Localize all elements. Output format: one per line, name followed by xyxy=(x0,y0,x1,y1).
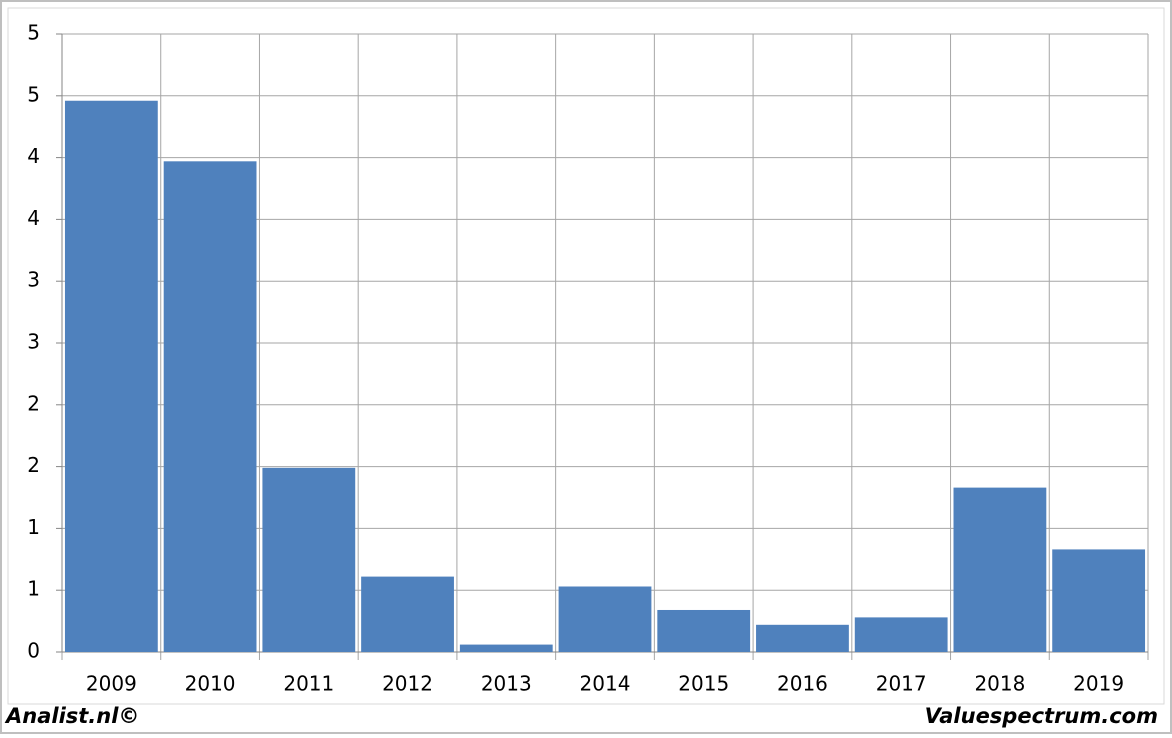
y-tick-label: 4 xyxy=(27,206,40,230)
y-tick-label: 1 xyxy=(27,577,40,601)
bar xyxy=(262,467,356,652)
bar xyxy=(854,617,948,652)
y-tick-label: 2 xyxy=(27,391,40,415)
y-tick-label: 1 xyxy=(27,515,40,539)
x-tick-label: 2013 xyxy=(481,672,532,696)
y-tick-label: 3 xyxy=(27,330,40,354)
bar xyxy=(756,624,849,652)
x-tick-label: 2016 xyxy=(777,672,828,696)
x-tick-label: 2009 xyxy=(86,672,137,696)
x-tick-label: 2010 xyxy=(185,672,236,696)
x-tick-label: 2011 xyxy=(283,672,334,696)
x-tick-label: 2017 xyxy=(876,672,927,696)
x-tick-label: 2014 xyxy=(580,672,631,696)
x-tick-label: 2019 xyxy=(1073,672,1124,696)
x-tick-label: 2015 xyxy=(678,672,729,696)
bar xyxy=(657,609,751,652)
footer-right: Valuespectrum.com xyxy=(925,704,1158,728)
y-tick-label: 0 xyxy=(27,639,40,663)
y-tick-label: 5 xyxy=(27,21,40,45)
bar xyxy=(361,576,454,652)
bar xyxy=(163,161,257,653)
x-tick-label: 2012 xyxy=(382,672,433,696)
y-tick-label: 4 xyxy=(27,144,40,168)
footer-left: Analist.nl© xyxy=(4,704,139,728)
bar xyxy=(459,644,553,652)
x-tick-label: 2018 xyxy=(974,672,1025,696)
y-tick-label: 3 xyxy=(27,268,40,292)
y-tick-label: 2 xyxy=(27,453,40,477)
bar xyxy=(558,586,652,652)
bar xyxy=(64,100,158,652)
y-tick-label: 5 xyxy=(27,82,40,106)
bar xyxy=(1052,549,1146,652)
bar xyxy=(953,487,1047,652)
